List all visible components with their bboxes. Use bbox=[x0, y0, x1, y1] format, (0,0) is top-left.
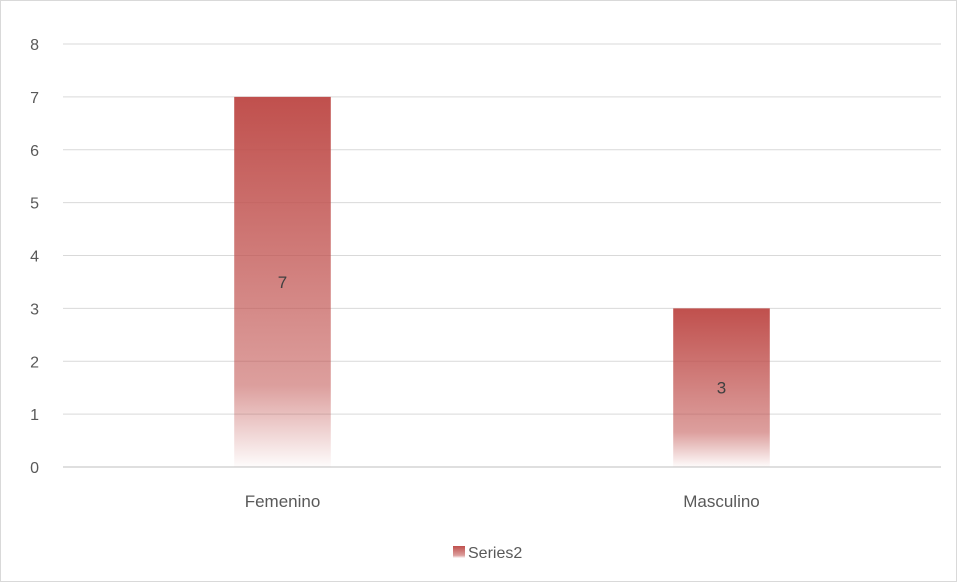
y-tick-label: 4 bbox=[30, 249, 39, 266]
category-label: Femenino bbox=[245, 492, 321, 511]
legend-label: Series2 bbox=[468, 545, 522, 562]
y-tick-label: 6 bbox=[30, 143, 39, 160]
y-tick-label: 5 bbox=[30, 196, 39, 213]
category-label: Masculino bbox=[683, 492, 760, 511]
y-tick-label: 7 bbox=[30, 90, 39, 107]
y-tick-label: 8 bbox=[30, 37, 39, 54]
legend: Series2 bbox=[453, 545, 522, 562]
y-tick-label: 0 bbox=[30, 460, 39, 477]
y-tick-label: 3 bbox=[30, 301, 39, 318]
x-axis-categories: Femenino Masculino bbox=[245, 492, 760, 511]
y-tick-label: 2 bbox=[30, 354, 39, 371]
bar bbox=[234, 96, 331, 467]
y-axis-ticks: 0 1 2 3 4 5 6 7 8 bbox=[30, 37, 39, 477]
bars bbox=[234, 96, 770, 467]
gridlines bbox=[63, 43, 941, 468]
data-labels: 73 bbox=[278, 273, 726, 398]
y-tick-label: 1 bbox=[30, 407, 39, 424]
data-label: 7 bbox=[278, 273, 287, 292]
legend-swatch bbox=[453, 546, 465, 558]
data-label: 3 bbox=[717, 379, 726, 398]
bar bbox=[673, 308, 770, 467]
